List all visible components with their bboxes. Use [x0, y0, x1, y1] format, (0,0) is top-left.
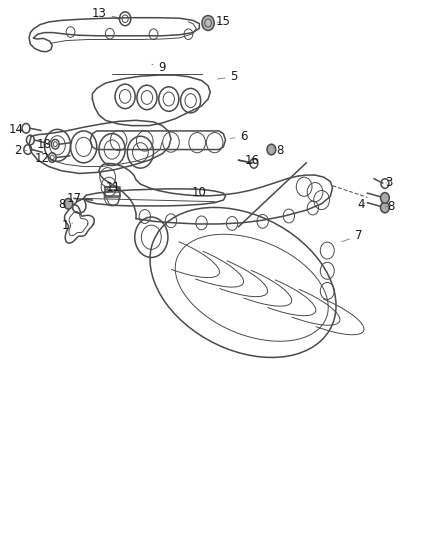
Text: 10: 10 — [188, 185, 207, 199]
Text: 9: 9 — [152, 61, 166, 74]
Text: 4: 4 — [357, 198, 365, 211]
Circle shape — [267, 144, 276, 155]
Text: 8: 8 — [58, 198, 66, 211]
Text: 15: 15 — [216, 15, 231, 28]
Circle shape — [64, 198, 73, 209]
Text: 16: 16 — [244, 154, 259, 167]
Text: 12: 12 — [35, 151, 50, 165]
Text: 8: 8 — [386, 200, 395, 213]
Circle shape — [381, 202, 389, 213]
Text: 5: 5 — [217, 70, 238, 83]
Circle shape — [381, 192, 389, 203]
Text: 3: 3 — [385, 176, 393, 189]
Text: 8: 8 — [274, 144, 284, 157]
Circle shape — [202, 15, 214, 30]
Text: 18: 18 — [37, 138, 52, 151]
Text: 13: 13 — [92, 7, 117, 20]
Text: 2: 2 — [14, 144, 27, 157]
Text: 11: 11 — [106, 181, 121, 195]
Text: 7: 7 — [342, 229, 363, 242]
Text: 6: 6 — [230, 130, 248, 143]
Text: 17: 17 — [67, 192, 81, 205]
Text: 14: 14 — [8, 123, 24, 136]
Text: 1: 1 — [62, 219, 73, 231]
